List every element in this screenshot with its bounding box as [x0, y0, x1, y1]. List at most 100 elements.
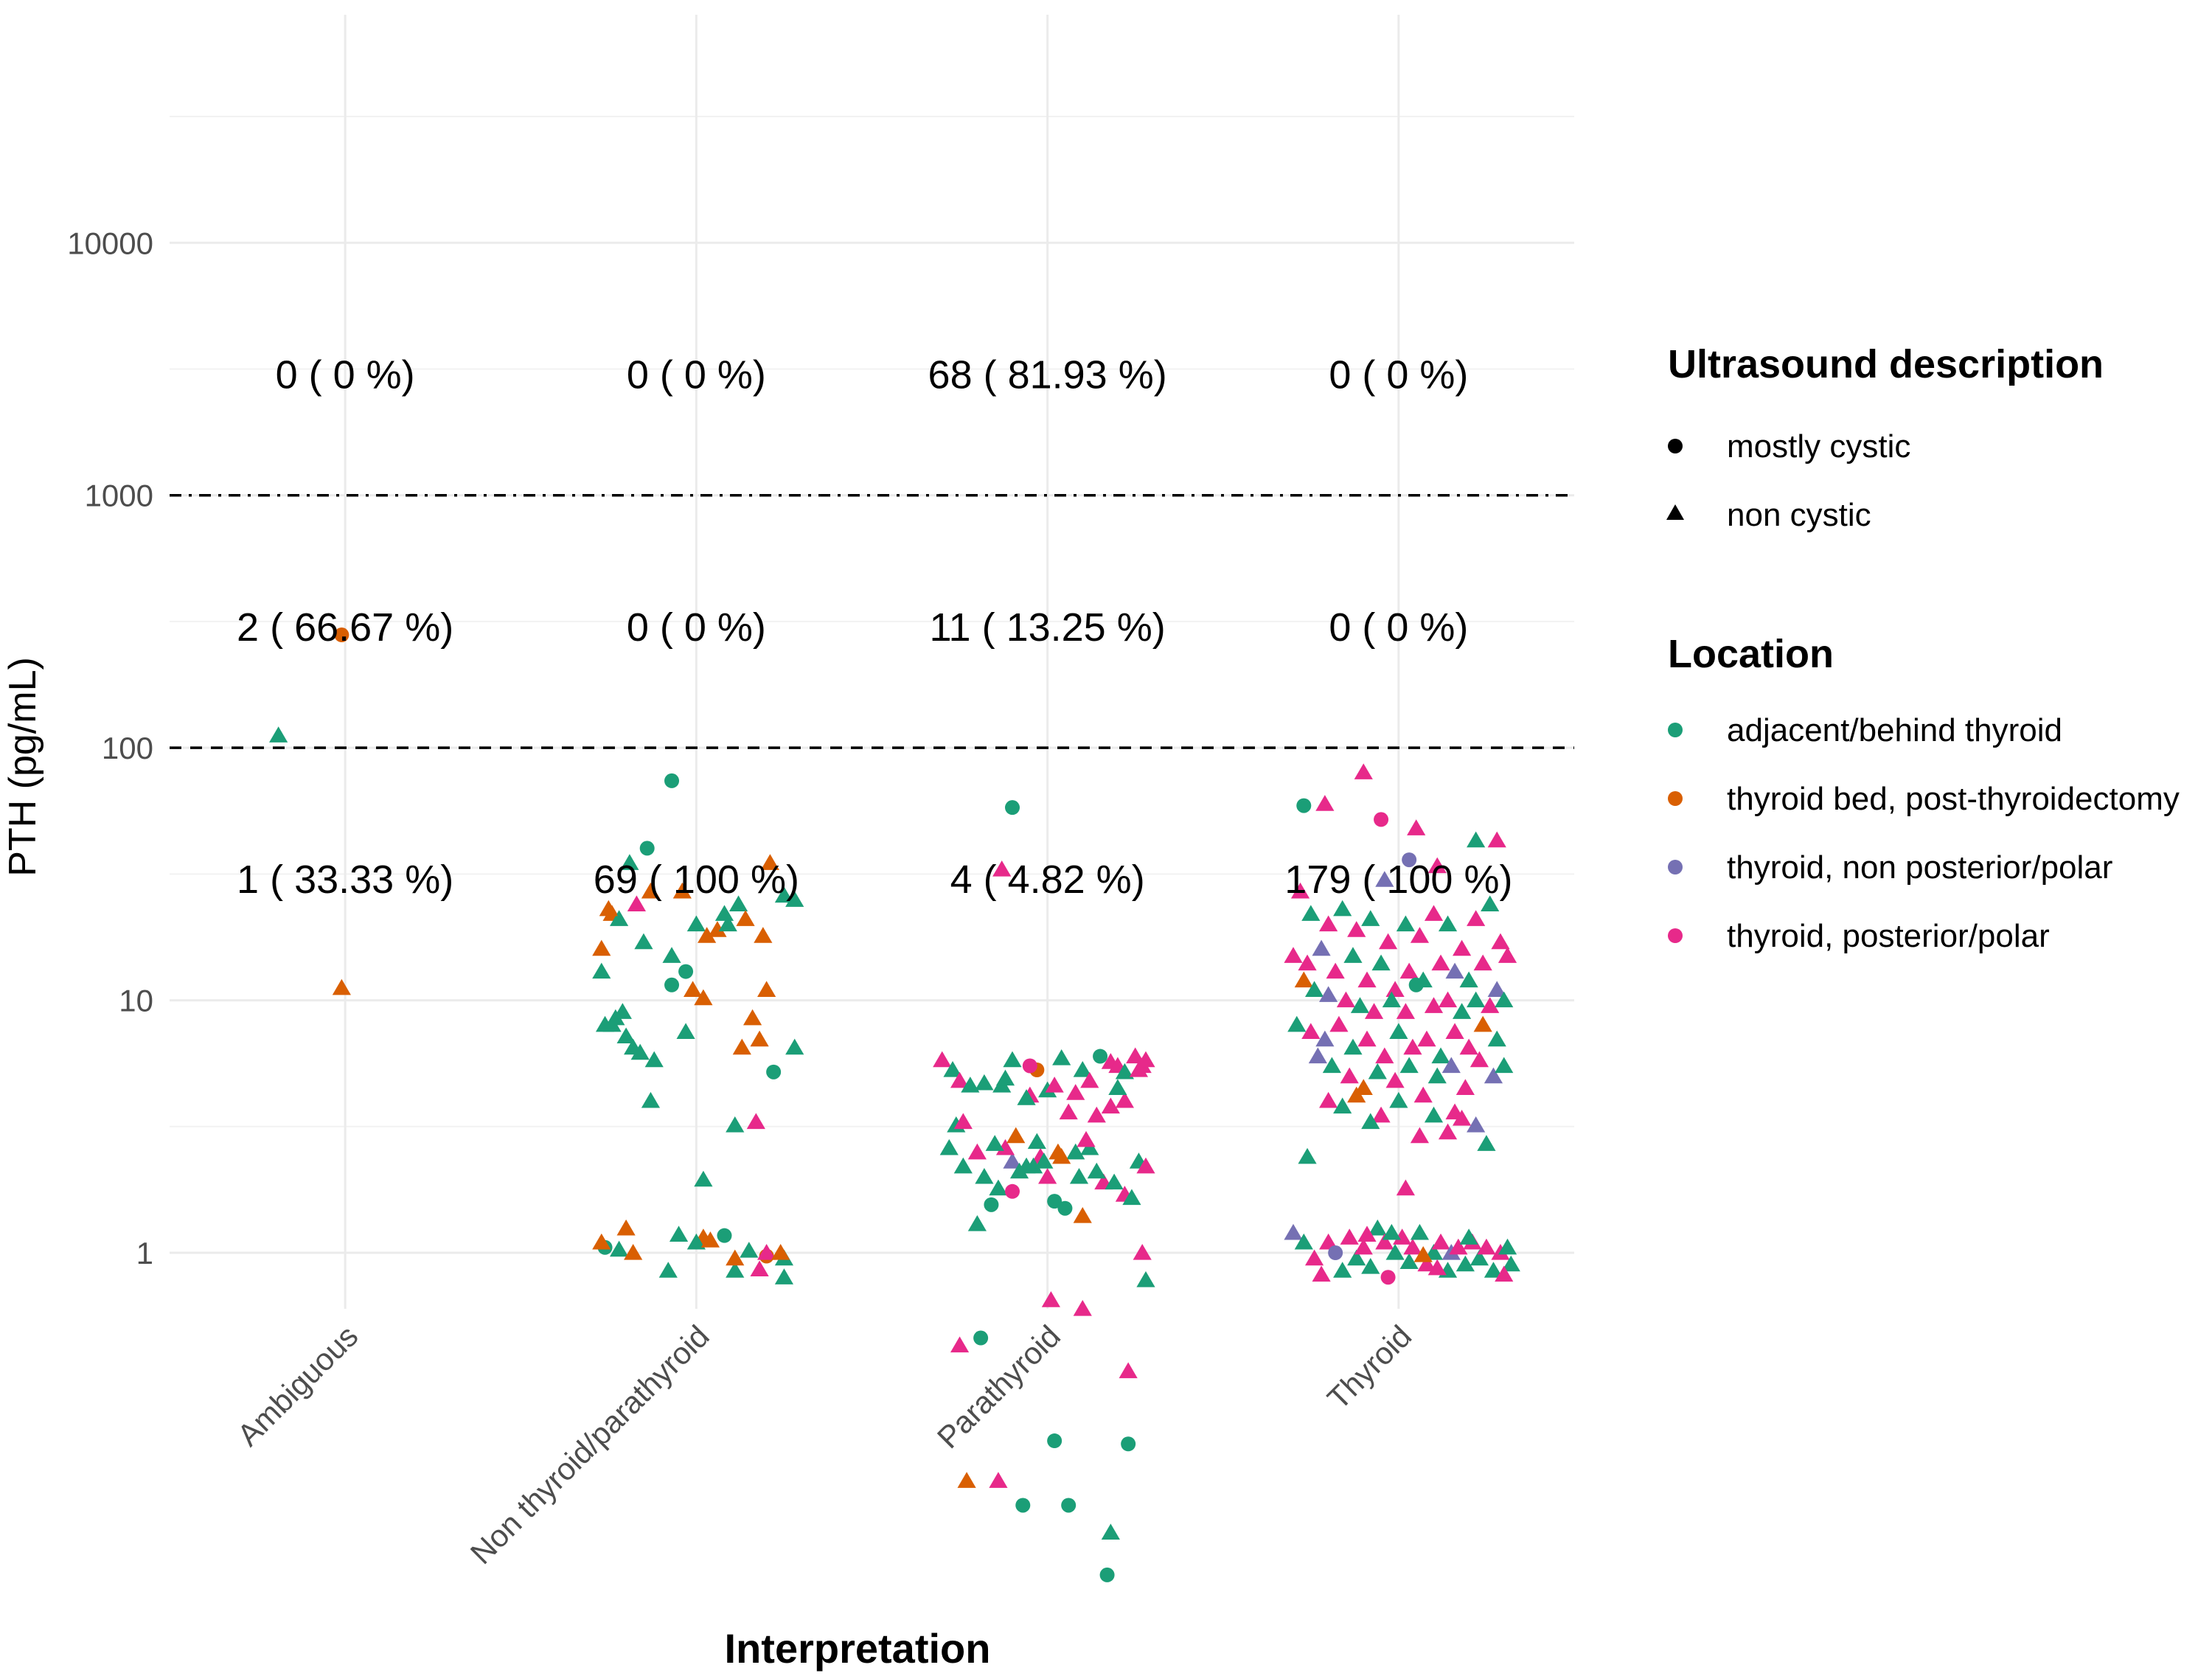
data-point-triangle — [1329, 1015, 1349, 1032]
data-point-triangle — [1298, 1147, 1317, 1164]
count-label: 4 ( 4.82 %) — [950, 858, 1145, 902]
data-point-triangle — [1312, 939, 1331, 956]
data-point-triangle — [1470, 1051, 1489, 1068]
data-point-triangle — [1336, 991, 1356, 1008]
data-points — [269, 627, 1520, 1582]
data-point-triangle — [1066, 1084, 1085, 1100]
data-point-triangle — [1045, 1077, 1064, 1093]
data-point-triangle — [1410, 1127, 1430, 1144]
legend-color-swatch — [1668, 723, 1683, 737]
data-point-triangle — [1340, 1067, 1359, 1084]
data-point-triangle — [1403, 1238, 1422, 1255]
data-point-triangle — [602, 1015, 622, 1032]
data-point-triangle — [1069, 1167, 1089, 1184]
data-point-triangle — [1115, 1063, 1134, 1079]
data-point-triangle — [1357, 1225, 1377, 1242]
data-point-triangle — [1101, 1523, 1120, 1540]
data-point-triangle — [1495, 1265, 1514, 1282]
data-point-triangle — [943, 1061, 962, 1077]
data-point-triangle — [1403, 1038, 1422, 1055]
x-tick-label: Ambiguous — [231, 1318, 365, 1453]
data-point-triangle — [939, 1138, 959, 1155]
data-point-triangle — [975, 1167, 994, 1184]
data-point-triangle — [1467, 831, 1486, 848]
data-point-triangle — [1354, 763, 1373, 779]
data-point-triangle — [1385, 1244, 1405, 1260]
data-point-triangle — [1453, 1003, 1472, 1019]
data-point-triangle — [757, 981, 776, 998]
data-point-triangle — [714, 905, 734, 921]
data-point-triangle — [1445, 1023, 1464, 1039]
data-point-triangle — [641, 1091, 661, 1108]
legend-color-title: Location — [1668, 632, 1834, 676]
data-point-triangle — [686, 915, 706, 932]
data-point-triangle — [684, 981, 703, 998]
data-point-triangle — [1284, 1223, 1303, 1240]
data-point-triangle — [662, 947, 681, 963]
data-point-triangle — [1385, 1071, 1405, 1088]
count-label: 0 ( 0 %) — [627, 605, 766, 650]
data-point-triangle — [728, 895, 748, 911]
data-point-triangle — [1364, 1003, 1384, 1019]
data-point-triangle — [1467, 910, 1486, 926]
count-label: 69 ( 100 %) — [594, 858, 799, 902]
data-point-circle — [1121, 1436, 1136, 1452]
data-point-triangle — [774, 886, 794, 903]
data-point-triangle — [1017, 1089, 1036, 1105]
data-point-triangle — [1294, 971, 1313, 988]
x-tick-label: Non thyroid/parathyroid — [464, 1318, 716, 1571]
data-point-triangle — [1354, 1238, 1373, 1255]
data-point-circle — [717, 1228, 732, 1243]
data-point-triangle — [1431, 954, 1450, 971]
data-point-triangle — [669, 1225, 689, 1242]
data-point-triangle — [1301, 905, 1321, 921]
data-point-triangle — [1287, 1015, 1307, 1032]
data-point-triangle — [1368, 1063, 1387, 1079]
data-point-triangle — [1319, 1233, 1338, 1250]
data-point-triangle — [1003, 1051, 1022, 1068]
data-point-triangle — [1319, 986, 1338, 1002]
data-point-triangle — [1491, 933, 1510, 950]
data-point-triangle — [1427, 1259, 1447, 1276]
data-point-circle — [1328, 1245, 1343, 1261]
data-point-circle — [664, 773, 680, 788]
data-point-triangle — [989, 1472, 1008, 1488]
data-point-circle — [1005, 1183, 1020, 1199]
data-point-triangle — [750, 1030, 769, 1047]
data-point-triangle — [1312, 1265, 1331, 1282]
data-point-triangle — [332, 978, 351, 995]
data-point-triangle — [708, 921, 727, 937]
data-point-triangle — [616, 1219, 636, 1236]
data-point-triangle — [610, 910, 629, 926]
x-tick-label: Thyroid — [1321, 1318, 1418, 1416]
data-point-triangle — [1441, 1057, 1461, 1074]
data-point-triangle — [1424, 1244, 1444, 1260]
data-point-triangle — [1375, 1233, 1394, 1250]
data-point-triangle — [1350, 997, 1370, 1013]
data-point-triangle — [627, 895, 647, 911]
data-point-triangle — [1136, 1051, 1155, 1068]
data-point-triangle — [1333, 1262, 1352, 1278]
data-point-triangle — [1498, 947, 1517, 963]
data-point-triangle — [1389, 1023, 1408, 1039]
data-point-triangle — [1101, 1097, 1120, 1114]
data-point-triangle — [1407, 819, 1426, 835]
data-point-triangle — [1498, 1238, 1517, 1255]
data-point-triangle — [676, 1023, 695, 1039]
data-point-triangle — [610, 1240, 629, 1257]
data-point-triangle — [1389, 1091, 1408, 1108]
legend-label: non cystic — [1727, 497, 1871, 533]
y-tick-label: 1 — [136, 1236, 153, 1270]
data-point-triangle — [740, 1242, 759, 1258]
data-point-triangle — [613, 1003, 632, 1019]
data-point-triangle — [1080, 1138, 1099, 1155]
data-point-triangle — [1445, 1103, 1464, 1120]
data-point-triangle — [992, 860, 1012, 877]
data-point-triangle — [774, 1268, 794, 1284]
data-point-triangle — [698, 927, 717, 943]
data-point-triangle — [1347, 1249, 1366, 1266]
count-label: 0 ( 0 %) — [1329, 352, 1468, 397]
data-point-triangle — [644, 1051, 664, 1068]
data-point-triangle — [1126, 1047, 1145, 1064]
